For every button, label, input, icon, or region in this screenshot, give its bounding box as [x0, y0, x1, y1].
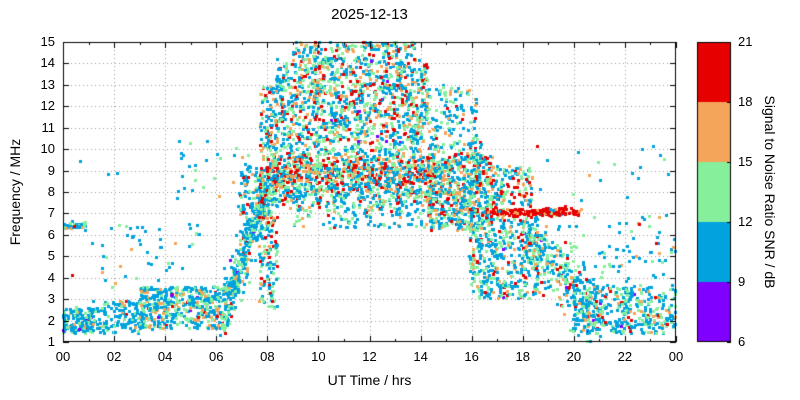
colorbar-tick-label: 12 — [738, 214, 753, 229]
colorbar-tick-label: 9 — [738, 274, 746, 289]
x-tick-label: 04 — [157, 349, 173, 364]
x-tick-label: 06 — [209, 349, 224, 364]
x-tick-label: 20 — [566, 349, 582, 364]
y-tick-label: 7 — [47, 205, 55, 221]
x-tick-label: 12 — [362, 349, 377, 364]
x-axis-label: UT Time / hrs — [327, 372, 412, 388]
y-tick-label: 9 — [47, 162, 55, 178]
y-tick-label: 4 — [47, 269, 55, 285]
y-tick-label: 2 — [47, 312, 55, 328]
y-tick-label: 6 — [47, 226, 55, 242]
colorbar-tick-label: 15 — [738, 154, 753, 169]
y-tick-label: 1 — [47, 334, 55, 349]
colorbar-tick-label: 18 — [738, 94, 753, 109]
y-tick-label: 8 — [47, 184, 55, 199]
x-tick-label: 02 — [106, 349, 122, 364]
x-tick-label: 16 — [464, 349, 479, 364]
x-tick-label: 08 — [260, 349, 275, 364]
colorbar-label: Signal to Noise Ratio SNR / dB — [762, 95, 778, 289]
chart-title: 2025-12-13 — [331, 6, 408, 23]
y-tick-label: 11 — [41, 119, 56, 135]
y-tick-label: 14 — [40, 55, 55, 71]
colorbar-tick-label: 6 — [738, 334, 746, 349]
y-axis-label: Frequency / MHz — [7, 138, 23, 246]
x-tick-label: 10 — [311, 349, 326, 364]
y-tick-label: 3 — [47, 291, 55, 307]
y-tick-label: 10 — [40, 141, 55, 157]
y-tick-label: 13 — [40, 76, 55, 92]
x-tick-label: 00 — [55, 349, 71, 364]
y-tick-label: 5 — [47, 248, 55, 264]
x-tick-label: 00 — [668, 349, 684, 364]
colorbar-tick-label: 21 — [738, 34, 753, 49]
x-tick-label: 14 — [413, 349, 428, 364]
x-tick-label: 22 — [617, 349, 633, 364]
x-tick-label: 18 — [515, 349, 530, 364]
y-tick-label: 15 — [40, 34, 55, 49]
y-tick-label: 12 — [40, 98, 55, 114]
